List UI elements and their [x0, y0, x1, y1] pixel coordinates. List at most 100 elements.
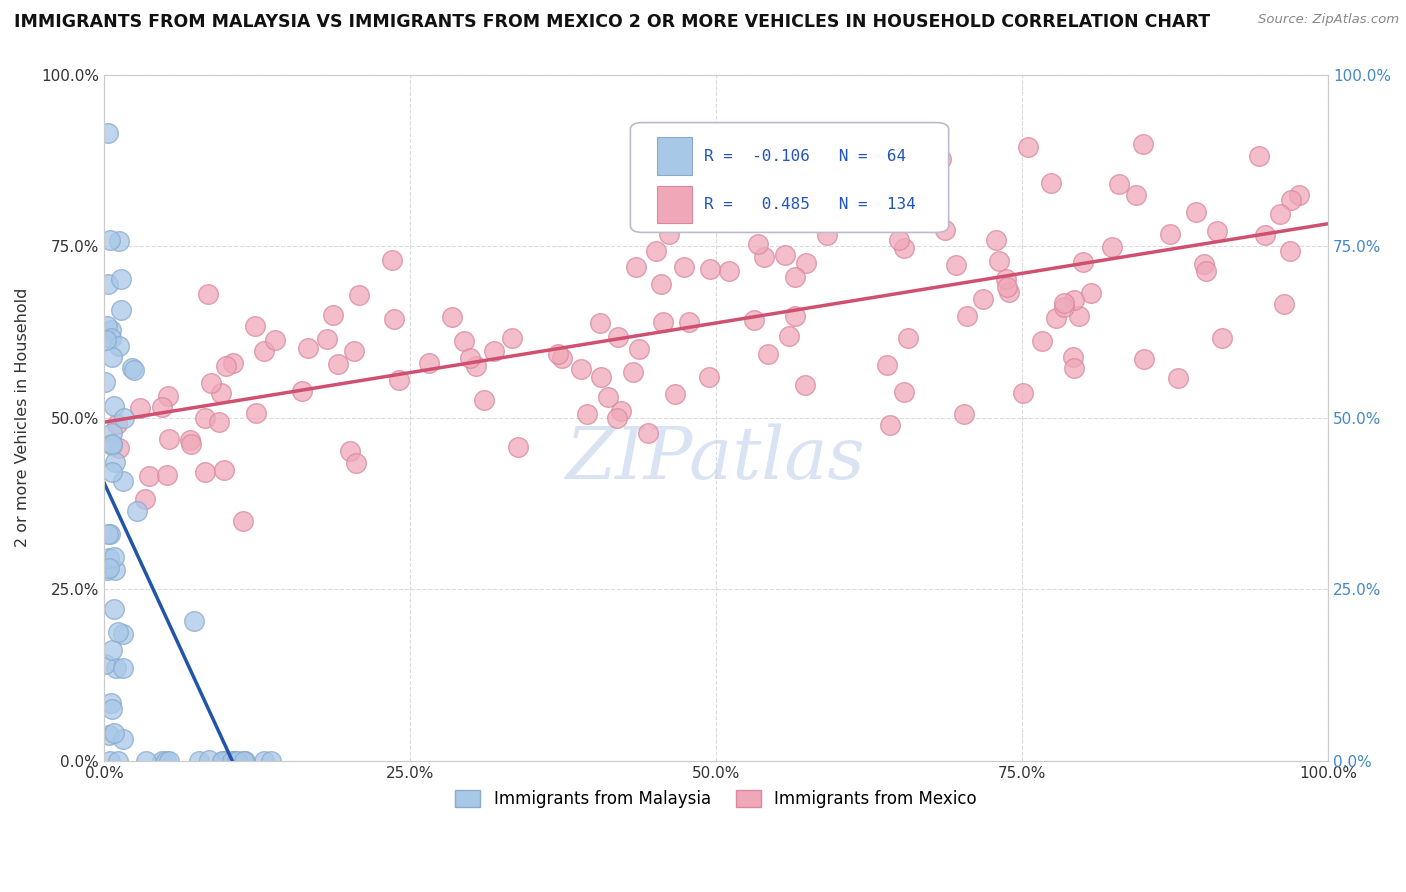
- Point: [112, 410, 135, 425]
- Point: [1185, 205, 1208, 219]
- Point: [794, 256, 817, 270]
- Point: [547, 347, 569, 361]
- Point: [773, 248, 796, 262]
- Point: [893, 385, 915, 400]
- Point: [929, 152, 952, 166]
- Point: [98, 561, 121, 575]
- Point: [322, 309, 344, 323]
- Point: [384, 311, 406, 326]
- Point: [101, 642, 124, 657]
- Point: [121, 361, 143, 376]
- Point: [742, 313, 765, 327]
- Point: [155, 754, 177, 768]
- Point: [343, 343, 366, 358]
- Text: R =  -0.106   N =  64: R = -0.106 N = 64: [704, 149, 905, 164]
- Point: [1288, 188, 1310, 202]
- Text: IMMIGRANTS FROM MALAYSIA VS IMMIGRANTS FROM MEXICO 2 OR MORE VEHICLES IN HOUSEHO: IMMIGRANTS FROM MALAYSIA VS IMMIGRANTS F…: [14, 13, 1211, 31]
- Point: [569, 362, 592, 376]
- Point: [474, 392, 496, 407]
- Point: [607, 330, 630, 344]
- Point: [464, 359, 486, 374]
- Point: [995, 272, 1018, 286]
- Point: [1278, 244, 1301, 259]
- Point: [97, 126, 120, 140]
- Point: [605, 411, 627, 425]
- Point: [94, 375, 117, 389]
- Point: [794, 378, 817, 392]
- Point: [326, 357, 349, 371]
- Point: [858, 202, 880, 217]
- Point: [815, 228, 838, 243]
- Point: [778, 328, 800, 343]
- Point: [889, 233, 911, 247]
- Point: [893, 241, 915, 255]
- Point: [179, 433, 201, 447]
- Point: [453, 334, 475, 348]
- Point: [97, 526, 120, 541]
- Point: [1254, 227, 1277, 242]
- Point: [506, 440, 529, 454]
- Point: [260, 754, 283, 768]
- Point: [984, 233, 1007, 247]
- Point: [1052, 295, 1074, 310]
- Point: [125, 504, 148, 518]
- Point: [100, 331, 122, 345]
- Point: [104, 661, 127, 675]
- Point: [291, 384, 314, 398]
- Text: ZIPatlas: ZIPatlas: [567, 424, 866, 494]
- Point: [197, 286, 219, 301]
- Point: [97, 728, 120, 742]
- Point: [157, 754, 180, 768]
- Legend: Immigrants from Malaysia, Immigrants from Mexico: Immigrants from Malaysia, Immigrants fro…: [449, 783, 983, 814]
- Point: [112, 474, 135, 488]
- Point: [482, 343, 505, 358]
- Point: [208, 415, 231, 429]
- Y-axis label: 2 or more Vehicles in Household: 2 or more Vehicles in Household: [15, 288, 30, 548]
- Point: [98, 754, 121, 768]
- Point: [212, 463, 235, 477]
- Point: [1249, 149, 1271, 163]
- Point: [591, 370, 613, 384]
- Point: [879, 418, 901, 433]
- Point: [157, 432, 180, 446]
- Point: [212, 754, 235, 768]
- Point: [621, 365, 644, 379]
- Point: [575, 407, 598, 421]
- Point: [232, 754, 254, 768]
- Point: [103, 726, 125, 740]
- Point: [637, 426, 659, 441]
- Point: [1206, 224, 1229, 238]
- Point: [188, 754, 211, 768]
- Point: [245, 318, 267, 333]
- Point: [94, 333, 117, 347]
- Point: [122, 362, 145, 376]
- Point: [101, 702, 124, 716]
- Point: [104, 563, 127, 577]
- Point: [387, 373, 409, 387]
- Point: [110, 272, 132, 286]
- Point: [100, 696, 122, 710]
- Text: Source: ZipAtlas.com: Source: ZipAtlas.com: [1258, 13, 1399, 27]
- Point: [783, 269, 806, 284]
- Point: [718, 264, 741, 278]
- Point: [96, 318, 118, 333]
- Point: [180, 436, 202, 450]
- Point: [1195, 264, 1218, 278]
- Point: [1159, 227, 1181, 241]
- FancyBboxPatch shape: [630, 122, 949, 233]
- Point: [699, 370, 721, 384]
- Point: [98, 234, 121, 248]
- Point: [752, 250, 775, 264]
- Point: [226, 754, 249, 768]
- Point: [339, 443, 361, 458]
- Point: [1194, 256, 1216, 270]
- Point: [245, 406, 267, 420]
- Point: [1206, 54, 1229, 68]
- Point: [315, 332, 337, 346]
- Point: [956, 309, 979, 323]
- Point: [108, 441, 131, 455]
- Point: [551, 351, 574, 365]
- Point: [232, 754, 254, 768]
- Point: [215, 754, 238, 768]
- Point: [1279, 193, 1302, 207]
